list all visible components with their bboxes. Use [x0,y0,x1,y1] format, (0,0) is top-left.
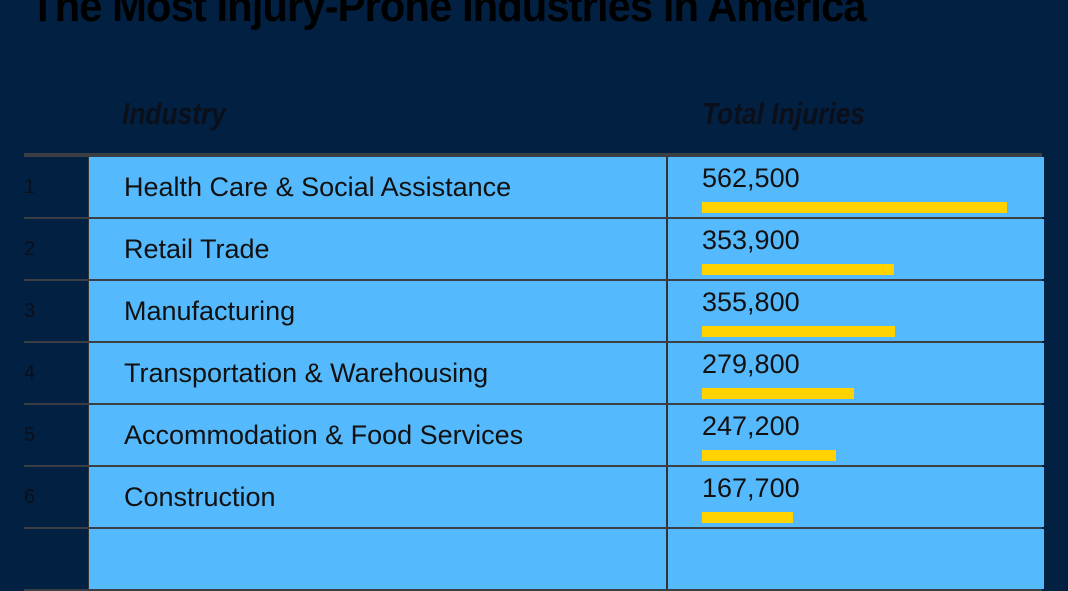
row-divider [24,527,1042,529]
value-bar [702,202,1007,213]
industry-cell: Transportation & Warehousing [88,343,666,403]
value-cell: 279,800 [666,343,1044,403]
industry-cell: Accommodation & Food Services [88,405,666,465]
rank-cell: 1 [24,176,36,198]
industry-cell: Construction [88,467,666,527]
row-divider [24,403,1042,405]
industry-label: Health Care & Social Assistance [124,172,512,202]
value-bar [702,264,894,275]
rank-cell: 6 [24,486,36,508]
rank-cell: 2 [24,238,36,260]
industry-cell [88,529,666,589]
row-divider [24,465,1042,467]
industry-cell: Retail Trade [88,219,666,279]
table-row: 2 Retail Trade 353,900 [24,219,1044,281]
table-row: 3 Manufacturing 355,800 [24,281,1044,343]
table-top-border [24,153,1042,157]
chart-title: The Most Injury-Prone Industries in Amer… [30,0,867,31]
industry-label: Retail Trade [124,234,270,264]
table-row: 1 Health Care & Social Assistance 562,50… [24,157,1044,219]
value-bar [702,326,895,337]
value-label: 279,800 [702,349,800,379]
value-cell: 562,500 [666,157,1044,217]
value-cell [666,529,1044,589]
value-cell: 355,800 [666,281,1044,341]
value-cell: 167,700 [666,467,1044,527]
industry-label: Construction [124,482,276,512]
header-industry: Industry [122,96,226,131]
industry-label: Transportation & Warehousing [124,358,489,388]
value-bar [702,512,793,523]
value-bar [702,388,854,399]
value-label: 247,200 [702,411,800,441]
industry-label: Manufacturing [124,296,296,326]
table-row: 5 Accommodation & Food Services 247,200 [24,405,1044,467]
table-row: 4 Transportation & Warehousing 279,800 [24,343,1044,405]
row-divider [24,341,1042,343]
value-label: 355,800 [702,287,800,317]
industry-label: Accommodation & Food Services [124,420,524,450]
value-cell: 353,900 [666,219,1044,279]
header-total-injuries: Total Injuries [702,96,866,131]
rank-cell [24,529,87,589]
value-bar [702,450,836,461]
value-label: 562,500 [702,163,800,193]
rank-cell: 5 [24,424,36,446]
industry-cell: Manufacturing [88,281,666,341]
industry-cell: Health Care & Social Assistance [88,157,666,217]
value-label: 167,700 [702,473,800,503]
table-row: 6 Construction 167,700 [24,467,1044,529]
rank-cell: 4 [24,362,36,384]
value-label: 353,900 [702,225,800,255]
value-cell: 247,200 [666,405,1044,465]
row-divider [24,217,1042,219]
rank-cell: 3 [24,300,36,322]
table-row [24,529,1044,591]
row-divider [24,279,1042,281]
